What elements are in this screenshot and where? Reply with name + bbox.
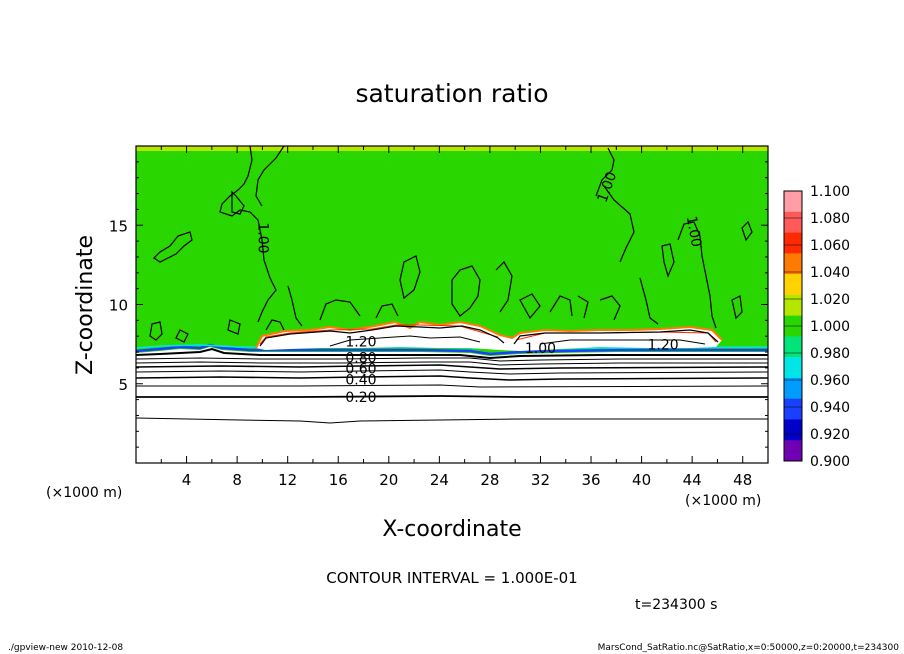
x-tick-label: 48 <box>733 471 752 489</box>
contour-labels: 1.001.001.001.20 1.00 1.200.800.600.400.20 <box>254 170 704 406</box>
field-top-band <box>136 146 768 151</box>
colorbar-swatch <box>784 377 802 399</box>
contour-cloud-outline <box>259 325 719 347</box>
x-axis-label: X-coordinate <box>382 517 521 542</box>
y-axis-label: Z-coordinate <box>73 235 98 375</box>
contour-interval-label: CONTOUR INTERVAL = 1.000E-01 <box>326 569 577 587</box>
time-label: t=234300 s <box>635 597 717 613</box>
colorbar-label: 1.100 <box>810 184 850 200</box>
colorbar-label: 0.940 <box>810 400 850 416</box>
x-tick-label: 16 <box>329 471 348 489</box>
contour-label: 0.20 <box>345 390 376 406</box>
contour-label: 1.00 <box>254 222 270 253</box>
y-tick-label: 10 <box>109 297 128 315</box>
colorbar-label: 1.080 <box>810 211 850 227</box>
x-tick-label: 24 <box>430 471 449 489</box>
x-tick-label: 8 <box>232 471 242 489</box>
colorbar-swatch <box>784 294 802 316</box>
chart-title: saturation ratio <box>355 79 548 108</box>
x-unit-label-left: (×1000 m) <box>46 485 122 501</box>
colorbar-swatch <box>784 398 802 420</box>
footer-left: ./gpview-new 2010-12-08 <box>8 643 123 653</box>
colorbar-swatch <box>784 191 802 213</box>
colorbar-label: 0.900 <box>810 454 850 470</box>
y-tick-label: 5 <box>118 376 128 394</box>
x-tick-label: 36 <box>581 471 600 489</box>
field-fringe <box>136 343 768 356</box>
plot-area: 1.001.001.001.20 1.00 1.200.800.600.400.20 <box>135 145 769 464</box>
contour-label: 0.80 <box>345 350 376 366</box>
contour-lines-upper <box>149 146 753 343</box>
cloud-edge-orange <box>255 320 723 349</box>
contour-label: 1.00 <box>525 341 556 357</box>
x-tick-label: 28 <box>480 471 499 489</box>
x-tick-label: 12 <box>278 471 297 489</box>
colorbar-swatch <box>784 419 802 441</box>
colorbar-label: 0.960 <box>810 373 850 389</box>
x-tick-label: 4 <box>182 471 192 489</box>
x-unit-label-right: (×1000 m) <box>685 493 761 509</box>
colorbar-swatch <box>784 232 802 254</box>
field-lower-region <box>136 347 768 463</box>
y-axis: 5 10 15 <box>109 161 768 448</box>
colorbar-label: 0.920 <box>810 427 850 443</box>
colorbar-label: 1.060 <box>810 238 850 254</box>
contour-label: 0.60 <box>345 361 376 377</box>
y-tick-label: 15 <box>109 217 128 235</box>
colorbar-swatch <box>784 253 802 275</box>
x-tick-label: 20 <box>379 471 398 489</box>
colorbar-swatch <box>784 274 802 296</box>
contour-lines-lower <box>136 347 768 424</box>
colorbar: 1.100 1.080 1.060 1.040 1.020 1.000 0.980 0.960… <box>783 184 850 470</box>
contour-label: 0.40 <box>345 373 376 389</box>
colorbar-swatch <box>784 336 802 358</box>
colorbar-label: 1.000 <box>810 319 850 335</box>
colorbar-swatch <box>784 211 802 233</box>
contour-cloud-inner <box>329 335 706 347</box>
contour-label: 1.00 <box>683 215 704 248</box>
contour-label: 1.20 <box>648 338 679 354</box>
x-tick-label: 44 <box>683 471 702 489</box>
colorbar-label: 1.020 <box>810 292 850 308</box>
colorbar-swatch <box>784 440 802 462</box>
colorbar-label: 0.980 <box>810 346 850 362</box>
colorbar-label: 1.040 <box>810 265 850 281</box>
colorbar-swatch <box>784 357 802 379</box>
footer-right: MarsCond_SatRatio.nc@SatRatio,x=0:50000,… <box>598 643 900 653</box>
x-tick-label: 32 <box>531 471 550 489</box>
contour-label: 1.20 <box>345 335 376 351</box>
x-tick-label: 40 <box>632 471 651 489</box>
x-axis: 4 8 12 16 20 24 28 32 36 40 44 48 <box>160 146 752 489</box>
